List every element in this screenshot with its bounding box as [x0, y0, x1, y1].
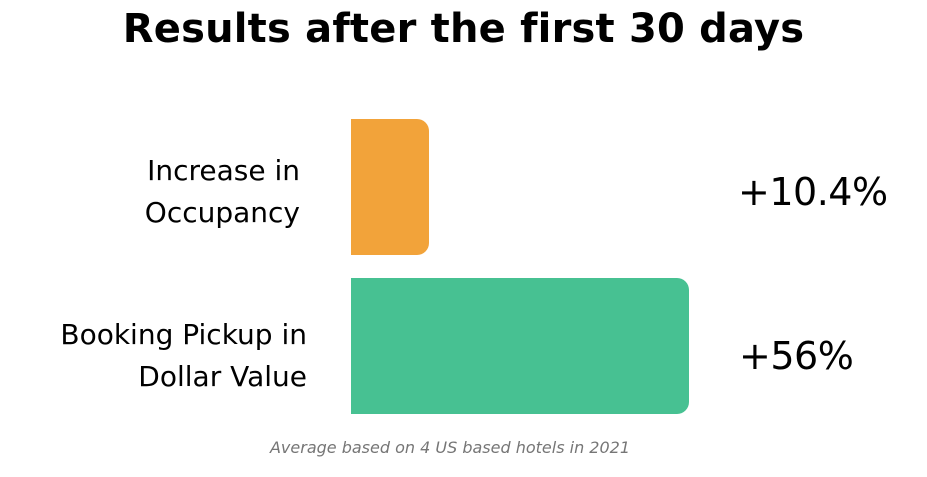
footnote: Average based on 4 US based hotels in 20… [269, 438, 631, 457]
category-label-occupancy: Increase in Occupancy [144, 154, 300, 229]
category-label-booking-pickup: Booking Pickup in Dollar Value [60, 318, 307, 393]
data-label-booking-pickup: +56% [739, 334, 854, 378]
bar-booking-pickup [351, 278, 689, 414]
bar-occupancy [351, 119, 429, 255]
data-label-occupancy: +10.4% [738, 170, 888, 214]
chart-title: Results after the first 30 days [122, 6, 805, 52]
